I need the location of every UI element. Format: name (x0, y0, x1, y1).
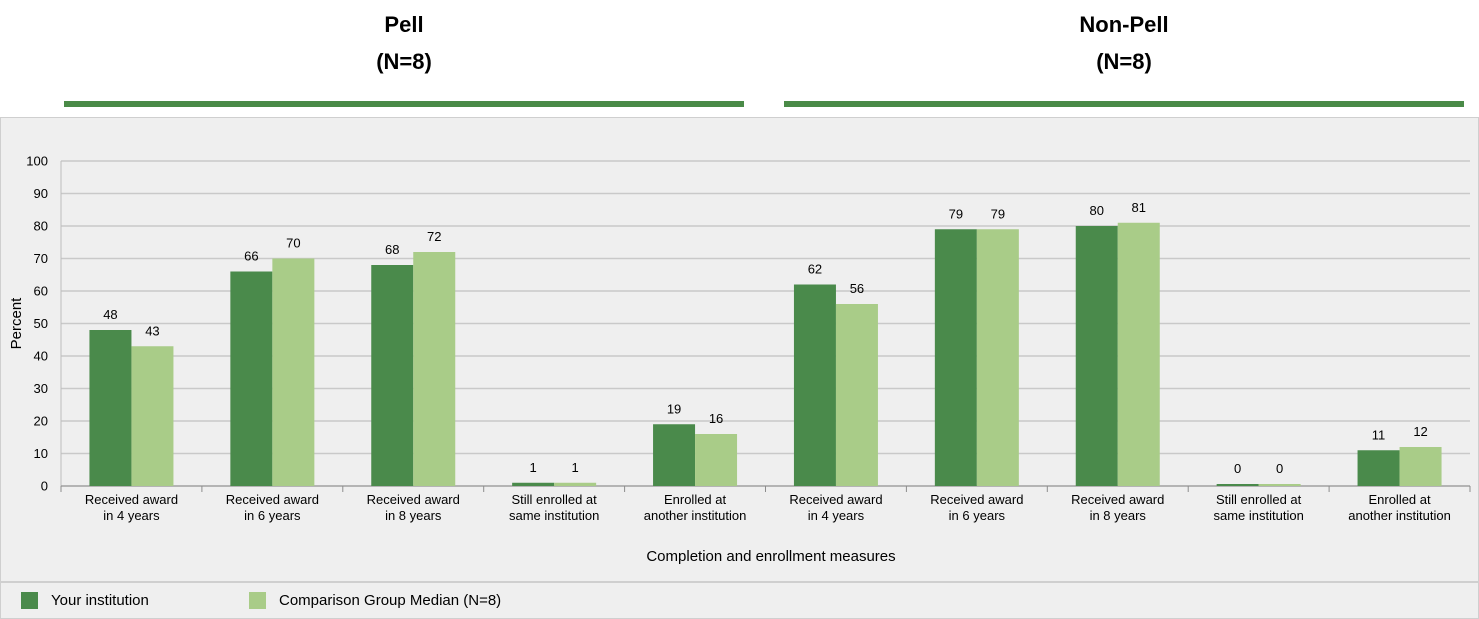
legend-item-comparison-median: Comparison Group Median (N=8) (249, 592, 501, 609)
group-count-non-pell: (N=8) (1096, 49, 1152, 74)
group-count-pell: (N=8) (376, 49, 432, 74)
x-axis-title: Completion and enrollment measures (646, 548, 895, 565)
bar-your-institution (793, 284, 836, 486)
y-tick-label: 40 (34, 349, 48, 364)
y-tick-label: 80 (34, 219, 48, 234)
y-axis-title: Percent (8, 297, 25, 350)
bar-comparison-median (835, 304, 878, 486)
x-category-label: Enrolled at another institution (1348, 492, 1451, 523)
legend-label-your-institution: Your institution (51, 592, 149, 609)
data-label: 0 (1234, 461, 1241, 476)
x-category-label: Received award in 6 years (226, 492, 319, 523)
data-label: 70 (286, 236, 300, 251)
group-title-pell: Pell (384, 12, 424, 37)
y-tick-label: 10 (34, 446, 48, 461)
bar-comparison-median (1117, 222, 1160, 486)
data-label: 72 (427, 229, 441, 244)
group-rule-non-pell (784, 101, 1464, 107)
bar-comparison-median (413, 252, 456, 486)
data-label: 62 (808, 262, 822, 277)
legend-label-comparison-median: Comparison Group Median (N=8) (279, 592, 502, 609)
data-label: 12 (1413, 424, 1427, 439)
bar-your-institution (89, 330, 132, 486)
bar-your-institution (230, 271, 273, 486)
data-label: 11 (1372, 427, 1386, 442)
x-category-label: Still enrolled at same institution (1213, 492, 1303, 523)
data-label: 19 (667, 401, 681, 416)
bar-comparison-median (272, 258, 315, 486)
bar-comparison-median (554, 482, 597, 486)
y-tick-label: 0 (41, 479, 48, 494)
data-label: 56 (850, 281, 864, 296)
y-tick-label: 60 (34, 284, 48, 299)
data-label: 48 (103, 307, 117, 322)
x-category-label: Received award in 8 years (1071, 492, 1164, 523)
bar-your-institution (512, 482, 555, 486)
x-category-label: Received award in 4 years (85, 492, 178, 523)
bar-your-institution (653, 424, 696, 486)
data-label: 1 (572, 460, 579, 475)
y-tick-label: 100 (26, 154, 48, 169)
bar-comparison-median (695, 434, 738, 486)
bar-comparison-median (1399, 447, 1442, 486)
legend-item-your-institution: Your institution (21, 592, 149, 609)
data-label: 68 (385, 242, 399, 257)
x-category-label: Received award in 4 years (789, 492, 882, 523)
group-title-non-pell: Non-Pell (1079, 12, 1169, 37)
data-label: 81 (1132, 200, 1146, 215)
legend-swatch-comparison-median (249, 592, 266, 609)
bar-comparison-median (1258, 484, 1301, 486)
bar-comparison-median (976, 229, 1019, 486)
data-label: 66 (244, 249, 258, 264)
bar-your-institution (1216, 484, 1259, 486)
data-label: 80 (1090, 203, 1104, 218)
data-label: 43 (145, 323, 159, 338)
y-tick-label: 30 (34, 381, 48, 396)
y-tick-label: 50 (34, 316, 48, 331)
data-label: 1 (530, 460, 537, 475)
data-label: 79 (949, 206, 963, 221)
y-tick-label: 90 (34, 186, 48, 201)
group-header-pell: Pell (N=8) (64, 6, 744, 80)
bar-comparison-median (131, 346, 174, 486)
bar-your-institution (1357, 450, 1400, 486)
data-label: 79 (991, 206, 1005, 221)
chart-panel: 0 10 20 30 40 50 60 70 80 90 100 48 43 Received award… (0, 117, 1479, 582)
bar-your-institution (1075, 226, 1118, 486)
bar-your-institution (371, 265, 414, 486)
x-category-label: Received award in 8 years (367, 492, 460, 523)
data-label: 16 (709, 411, 723, 426)
group-header-non-pell: Non-Pell (N=8) (784, 6, 1464, 80)
x-category-label: Received award in 6 years (930, 492, 1023, 523)
legend: Your institution Comparison Group Median… (0, 582, 1479, 619)
x-category-label: Still enrolled at same institution (509, 492, 599, 523)
legend-swatch-your-institution (21, 592, 38, 609)
x-category-label: Enrolled at another institution (644, 492, 747, 523)
y-tick-label: 20 (34, 414, 48, 429)
group-rule-pell (64, 101, 744, 107)
data-label: 0 (1276, 461, 1283, 476)
y-tick-label: 70 (34, 251, 48, 266)
bar-your-institution (934, 229, 977, 486)
